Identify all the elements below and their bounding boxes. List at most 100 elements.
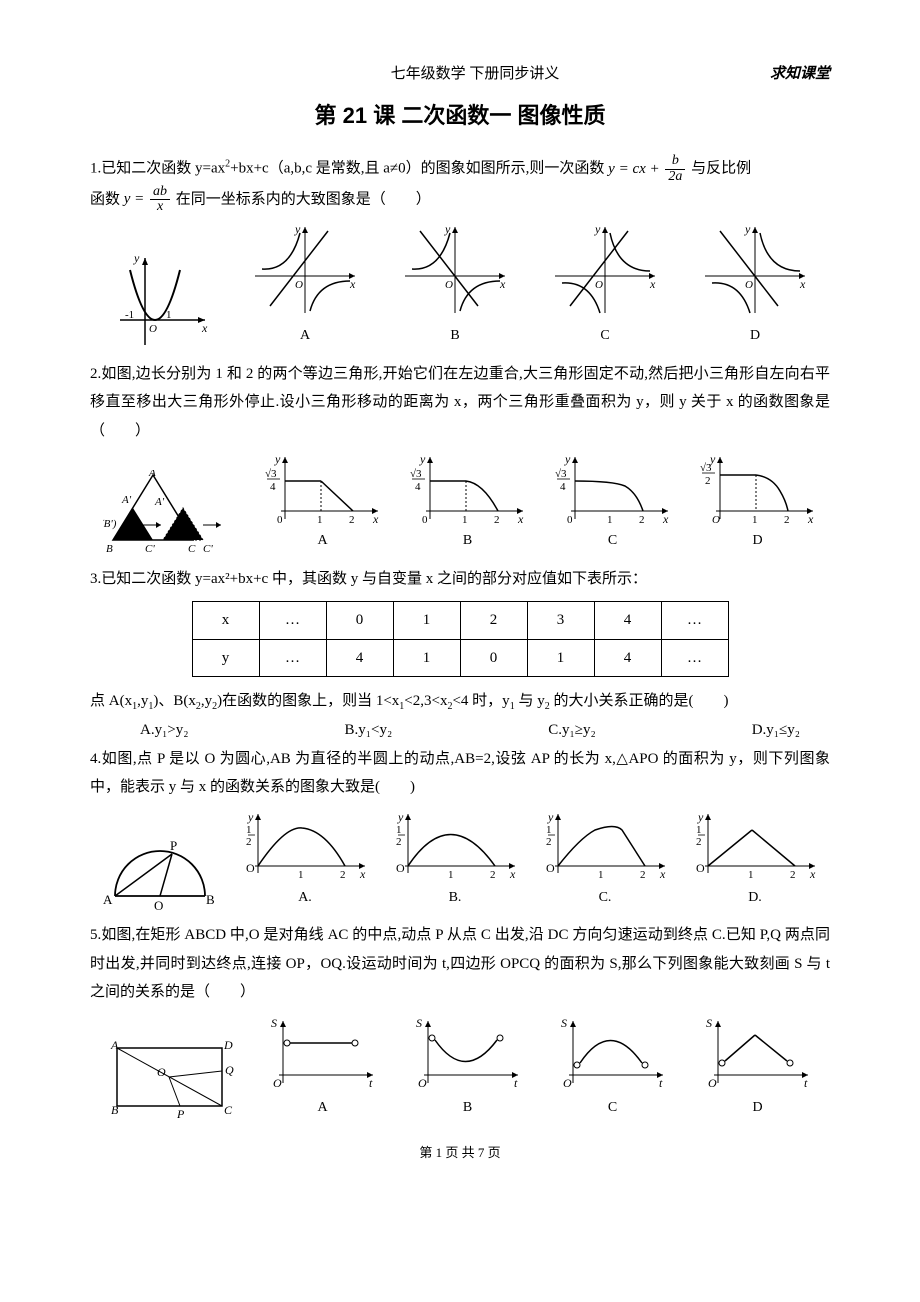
svg-text:4: 4	[560, 481, 566, 493]
svg-text:S: S	[706, 1016, 712, 1030]
q3-table: x…01234… y…41014…	[192, 601, 729, 677]
svg-text:C: C	[224, 1103, 233, 1117]
header-center: 七年级数学 下册同步讲义	[180, 60, 770, 89]
q4-text: 4.如图,点 P 是以 O 为圆心,AB 为直径的半圆上的动点,AB=2,设弦 …	[90, 745, 830, 802]
q3-options: A.y₁>y₂ B.y₁<y₂ C.y₁≥y₂ D.y₁≤y₂	[90, 716, 830, 745]
q1-t1: 1.已知二次函数 y=ax	[90, 161, 225, 177]
q3-text: 3.已知二次函数 y=ax²+bx+c 中，其函数 y 与自变量 x 之间的部分…	[90, 565, 830, 594]
svg-text:O: O	[708, 1076, 717, 1090]
q2-stem-fig: A A' A' (B') B C' C C'	[103, 470, 238, 555]
svg-text:1: 1	[298, 869, 304, 881]
svg-text:A: A	[110, 1038, 119, 1052]
svg-text:1: 1	[317, 514, 323, 526]
svg-text:O: O	[546, 861, 555, 875]
svg-text:O: O	[595, 279, 603, 291]
svg-text:2: 2	[790, 869, 796, 881]
q5-opt-d: St O D	[700, 1013, 815, 1122]
svg-text:√3: √3	[265, 468, 277, 480]
svg-text:y: y	[397, 810, 404, 824]
svg-text:1: 1	[462, 514, 468, 526]
svg-text:2: 2	[546, 836, 552, 848]
svg-text:x: x	[201, 321, 208, 335]
svg-text:1: 1	[396, 824, 402, 836]
svg-text:1: 1	[246, 824, 252, 836]
svg-text:√3: √3	[700, 462, 712, 474]
svg-text:x: x	[517, 512, 524, 526]
svg-text:1: 1	[696, 824, 702, 836]
q4-opt-b: O x y 12 12 B.	[390, 808, 520, 912]
svg-text:-1: -1	[125, 309, 134, 321]
svg-text:2: 2	[640, 869, 646, 881]
svg-text:x: x	[499, 277, 506, 291]
svg-text:1: 1	[598, 869, 604, 881]
q1-opt-a: xy O A	[250, 221, 360, 350]
q5-opt-b: St O B	[410, 1013, 525, 1122]
svg-text:x: x	[359, 867, 366, 881]
q5-figures: A D B C O P Q St O A	[90, 1013, 830, 1122]
svg-text:A: A	[103, 892, 113, 907]
svg-text:y: y	[594, 222, 601, 236]
svg-text:O: O	[396, 861, 405, 875]
svg-text:y: y	[744, 222, 751, 236]
q1-opt-c: xy O C	[550, 221, 660, 350]
q2-opt-c: yx √34 012 C	[553, 451, 673, 555]
q1-line2: 函数 y = abx 在同一坐标系内的大致图象是（ ）	[90, 185, 830, 215]
q1-t2: +bx+c（a,b,c 是常数,且 a≠0）的图象如图所示,则一次函数	[230, 161, 608, 177]
svg-text:x: x	[807, 512, 814, 526]
table-row: x…01234…	[192, 602, 728, 640]
svg-text:B: B	[106, 543, 113, 555]
q1-t3: 与反比例	[691, 161, 751, 177]
svg-text:O: O	[157, 1065, 166, 1079]
svg-text:O: O	[712, 514, 720, 526]
svg-text:A: A	[148, 470, 156, 479]
svg-text:4: 4	[415, 481, 421, 493]
q5-opt-c: St O C	[555, 1013, 670, 1122]
svg-text:0: 0	[422, 514, 428, 526]
svg-text:√3: √3	[555, 468, 567, 480]
svg-text:1: 1	[546, 824, 552, 836]
svg-text:t: t	[369, 1076, 373, 1090]
svg-text:1: 1	[448, 869, 454, 881]
q3-opt-d: D.y₁≤y₂	[752, 716, 800, 745]
svg-text:x: x	[659, 867, 666, 881]
q4-figures: A O B P O x y 12 12 A. O	[90, 808, 830, 912]
svg-text:O: O	[273, 1076, 282, 1090]
svg-text:x: x	[662, 512, 669, 526]
svg-text:2: 2	[246, 836, 252, 848]
svg-text:√3: √3	[410, 468, 422, 480]
svg-text:1: 1	[166, 309, 172, 321]
q5-opt-a: St O A	[265, 1013, 380, 1122]
page: 七年级数学 下册同步讲义 求知课堂 第 21 课 二次函数一 图像性质 1.已知…	[0, 0, 920, 1206]
svg-text:O: O	[154, 898, 163, 911]
q2-opt-d: yx √32 O12 D	[698, 451, 818, 555]
q1-line1: 1.已知二次函数 y=ax2+bx+c（a,b,c 是常数,且 a≠0）的图象如…	[90, 154, 830, 184]
svg-text:O: O	[418, 1076, 427, 1090]
q1-eq1: y = cx + b2a	[608, 161, 687, 177]
svg-text:C': C'	[203, 543, 213, 555]
q1-opt-b: xy O B	[400, 221, 510, 350]
q2-text: 2.如图,边长分别为 1 和 2 的两个等边三角形,开始它们在左边重合,大三角形…	[90, 360, 830, 446]
q5-text: 5.如图,在矩形 ABCD 中,O 是对角线 AC 的中点,动点 P 从点 C …	[90, 921, 830, 1007]
q2-opt-b: yx √34 012 B	[408, 451, 528, 555]
svg-text:y: y	[247, 810, 254, 824]
header: 七年级数学 下册同步讲义 求知课堂	[90, 60, 830, 89]
svg-text:y: y	[697, 810, 704, 824]
svg-text:O: O	[563, 1076, 572, 1090]
q3-opt-c: C.y₁≥y₂	[548, 716, 595, 745]
svg-text:y: y	[564, 452, 571, 466]
table-row: y…41014…	[192, 639, 728, 677]
svg-text:2: 2	[349, 514, 355, 526]
q2-opt-a: yx √34 012 A	[263, 451, 383, 555]
svg-text:1: 1	[607, 514, 613, 526]
svg-text:B: B	[206, 892, 215, 907]
q5-stem-fig: A D B C O P Q	[105, 1036, 235, 1121]
svg-text:S: S	[561, 1016, 567, 1030]
svg-text:O: O	[246, 861, 255, 875]
svg-text:0: 0	[277, 514, 283, 526]
svg-text:B: B	[111, 1103, 119, 1117]
svg-text:t: t	[804, 1076, 808, 1090]
svg-text:D: D	[223, 1038, 233, 1052]
svg-text:O: O	[745, 279, 753, 291]
header-right: 求知课堂	[770, 60, 830, 89]
svg-text:2: 2	[696, 836, 702, 848]
